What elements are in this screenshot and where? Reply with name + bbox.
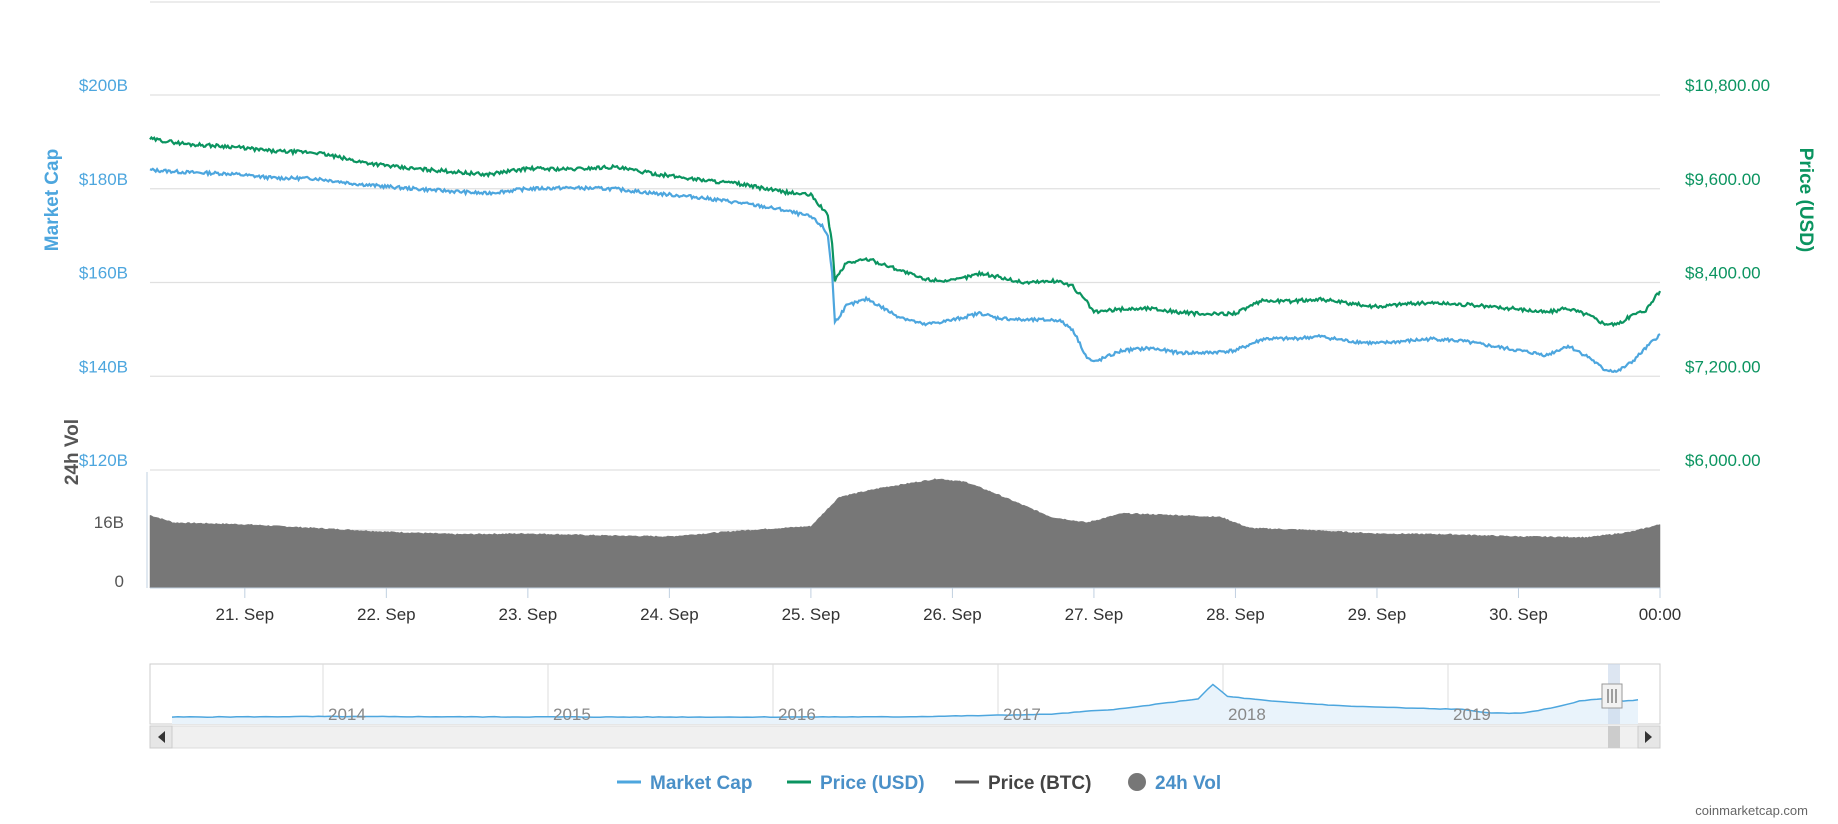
- navigator-line: [171, 683, 1639, 719]
- x-axis-tick-label: 26. Sep: [923, 605, 982, 624]
- right-axis-tick-label: $8,400.00: [1685, 264, 1761, 283]
- range-navigator[interactable]: 2014 2015 2016 2017 2018 2019: [149, 663, 1661, 749]
- legend-item-market-cap[interactable]: Market Cap: [617, 773, 752, 794]
- right-axis-tick-label: $7,200.00: [1685, 357, 1761, 376]
- left-axis-tick-label: $180B: [79, 170, 128, 189]
- navigator-year-label: 2017: [1003, 705, 1041, 724]
- x-axis-tick-label: 29. Sep: [1348, 605, 1407, 624]
- legend-item-price-btc[interactable]: Price (BTC): [955, 773, 1091, 794]
- navigator-year-label: 2018: [1228, 705, 1266, 724]
- x-axis-tick-label: 27. Sep: [1065, 605, 1124, 624]
- scroll-thumb[interactable]: [1608, 726, 1620, 748]
- volume-area: [149, 478, 1661, 589]
- left-axis-tick-label: $140B: [79, 357, 128, 376]
- chart-legend: Market Cap Price (USD) Price (BTC) 24h V…: [617, 773, 1221, 794]
- x-axis-tick-label: 23. Sep: [499, 605, 558, 624]
- left-axis-tick-label: $120B: [79, 451, 128, 470]
- navigator-area: [172, 684, 1638, 724]
- legend-label: Price (USD): [820, 773, 925, 794]
- legend-label: Price (BTC): [988, 773, 1091, 794]
- navigator-year-labels: 2014 2015 2016 2017 2018 2019: [328, 705, 1491, 724]
- line-series: [149, 135, 1662, 373]
- volume-axis: 16B 0: [94, 472, 148, 591]
- chevron-right-icon: [1645, 731, 1652, 743]
- chevron-left-icon: [158, 731, 165, 743]
- x-axis-tick-label: 25. Sep: [782, 605, 841, 624]
- price-usd-line: [149, 135, 1662, 328]
- right-axis-tick-label: $10,800.00: [1685, 76, 1770, 95]
- legend-label: Market Cap: [650, 773, 752, 794]
- x-axis-tick-label: 00:00: [1639, 605, 1682, 624]
- volume-series: [149, 478, 1661, 589]
- credit-text[interactable]: coinmarketcap.com: [1695, 803, 1808, 818]
- x-axis-dates: 21. Sep 22. Sep 23. Sep 24. Sep 25. Sep 26. S…: [150, 587, 1682, 624]
- legend-item-24h-vol[interactable]: 24h Vol: [1128, 773, 1221, 794]
- right-axis-tick-label: $6,000.00: [1685, 451, 1761, 470]
- legend-item-price-usd[interactable]: Price (USD): [787, 773, 925, 794]
- x-axis-tick-label: 28. Sep: [1206, 605, 1265, 624]
- navigator-year-label: 2016: [778, 705, 816, 724]
- gridlines: [150, 1, 1660, 531]
- navigator-year-label: 2019: [1453, 705, 1491, 724]
- left-axis-tick-label: $200B: [79, 76, 128, 95]
- navigator-handle[interactable]: [1601, 683, 1623, 709]
- right-axis-title: Price (USD): [1795, 148, 1816, 253]
- navigator-year-label: 2015: [553, 705, 591, 724]
- legend-label: 24h Vol: [1155, 773, 1221, 794]
- right-axis-tick-label: $9,600.00: [1685, 170, 1761, 189]
- market-cap-line: [149, 167, 1661, 373]
- left-axis-market-cap: $200B $180B $160B $140B $120B: [79, 76, 128, 470]
- navigator-scrollbar-track[interactable]: [149, 725, 1661, 749]
- right-axis-price: $10,800.00 $9,600.00 $8,400.00 $7,200.00 $6,…: [1685, 76, 1770, 470]
- volume-axis-tick-label: 0: [115, 572, 124, 591]
- volume-axis-title: 24h Vol: [62, 419, 83, 485]
- x-axis-tick-label: 30. Sep: [1489, 605, 1548, 624]
- volume-axis-tick-label: 16B: [94, 513, 124, 532]
- circle-swatch-icon: [1128, 773, 1146, 791]
- x-axis-tick-label: 21. Sep: [216, 605, 275, 624]
- left-axis-tick-label: $160B: [79, 264, 128, 283]
- x-axis-tick-label: 24. Sep: [640, 605, 699, 624]
- navigator-year-label: 2014: [328, 705, 366, 724]
- left-axis-title: Market Cap: [42, 149, 63, 251]
- x-axis-tick-label: 22. Sep: [357, 605, 416, 624]
